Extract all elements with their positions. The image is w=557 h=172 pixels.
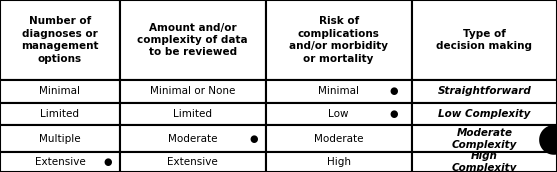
Bar: [266, 125, 412, 152]
Bar: [120, 80, 266, 103]
Text: Extensive: Extensive: [167, 157, 218, 167]
Text: Number of
diagnoses or
management
options: Number of diagnoses or management option…: [21, 16, 99, 64]
Text: Straightforward: Straightforward: [437, 86, 531, 96]
Bar: [120, 152, 266, 172]
Bar: [120, 0, 266, 80]
Text: Minimal: Minimal: [40, 86, 80, 96]
Bar: [412, 0, 557, 80]
Text: Low Complexity: Low Complexity: [438, 109, 530, 119]
Text: ●: ●: [103, 157, 112, 167]
Text: Amount and/or
complexity of data
to be reviewed: Amount and/or complexity of data to be r…: [138, 23, 248, 57]
Bar: [412, 125, 557, 152]
Text: High
Complexity: High Complexity: [452, 151, 517, 172]
Text: Limited: Limited: [40, 109, 80, 119]
Bar: [266, 0, 412, 80]
Text: Moderate: Moderate: [314, 134, 363, 144]
Bar: [266, 103, 412, 125]
Text: Minimal: Minimal: [318, 86, 359, 96]
Text: Type of
decision making: Type of decision making: [436, 29, 532, 51]
Text: Multiple: Multiple: [39, 134, 81, 144]
Bar: [120, 125, 266, 152]
Text: Limited: Limited: [173, 109, 212, 119]
Text: Risk of
complications
and/or morbidity
or mortality: Risk of complications and/or morbidity o…: [289, 16, 388, 64]
Bar: [0, 0, 120, 80]
Text: ●: ●: [389, 86, 398, 96]
Bar: [266, 80, 412, 103]
Text: ●: ●: [249, 134, 258, 144]
Bar: [412, 152, 557, 172]
Bar: [412, 80, 557, 103]
Text: ●: ●: [389, 109, 398, 119]
Bar: [0, 103, 120, 125]
Text: High: High: [326, 157, 351, 167]
Bar: [120, 103, 266, 125]
Text: Low: Low: [329, 109, 349, 119]
Bar: [412, 103, 557, 125]
Text: Moderate
Complexity: Moderate Complexity: [452, 128, 517, 149]
Bar: [0, 152, 120, 172]
Text: ●: ●: [538, 120, 557, 158]
Bar: [0, 125, 120, 152]
Text: Minimal or None: Minimal or None: [150, 86, 236, 96]
Bar: [0, 80, 120, 103]
Text: Extensive: Extensive: [35, 157, 85, 167]
Text: Moderate: Moderate: [168, 134, 217, 144]
Bar: [266, 152, 412, 172]
